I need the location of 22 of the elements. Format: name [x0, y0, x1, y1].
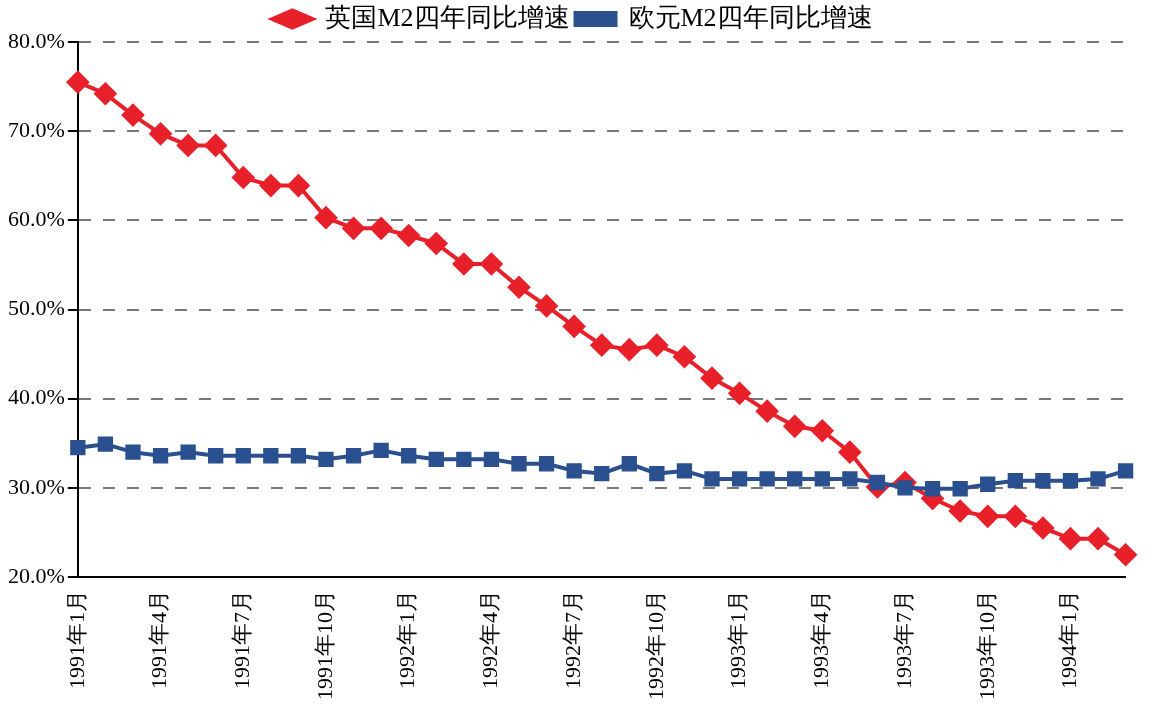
x-tick-label: 1991年10月: [311, 590, 337, 700]
x-tick-label: 1992年4月: [477, 590, 503, 689]
y-tick-label: 80.0%: [8, 27, 65, 53]
x-tick-label: 1991年1月: [63, 590, 89, 689]
x-tick-label: 1993年10月: [973, 590, 999, 700]
x-tick-label: 1994年1月: [1056, 590, 1082, 689]
legend-label: 英国M2四年同比增速: [325, 2, 570, 32]
x-tick-label: 1991年4月: [146, 590, 172, 689]
x-tick-label: 1992年7月: [559, 590, 585, 689]
legend-label: 欧元M2四年同比增速: [628, 2, 873, 32]
x-tick-label: 1993年7月: [890, 590, 916, 689]
y-tick-label: 30.0%: [8, 473, 65, 499]
x-tick-label: 1993年1月: [725, 590, 751, 689]
y-tick-label: 40.0%: [8, 384, 65, 410]
y-tick-label: 20.0%: [8, 562, 65, 588]
y-tick-label: 70.0%: [8, 116, 65, 142]
x-tick-label: 1991年7月: [229, 590, 255, 689]
x-tick-label: 1993年4月: [808, 590, 834, 689]
x-tick-label: 1992年1月: [394, 590, 420, 689]
y-tick-label: 60.0%: [8, 206, 65, 232]
y-tick-label: 50.0%: [8, 295, 65, 321]
x-tick-label: 1992年10月: [642, 590, 668, 700]
